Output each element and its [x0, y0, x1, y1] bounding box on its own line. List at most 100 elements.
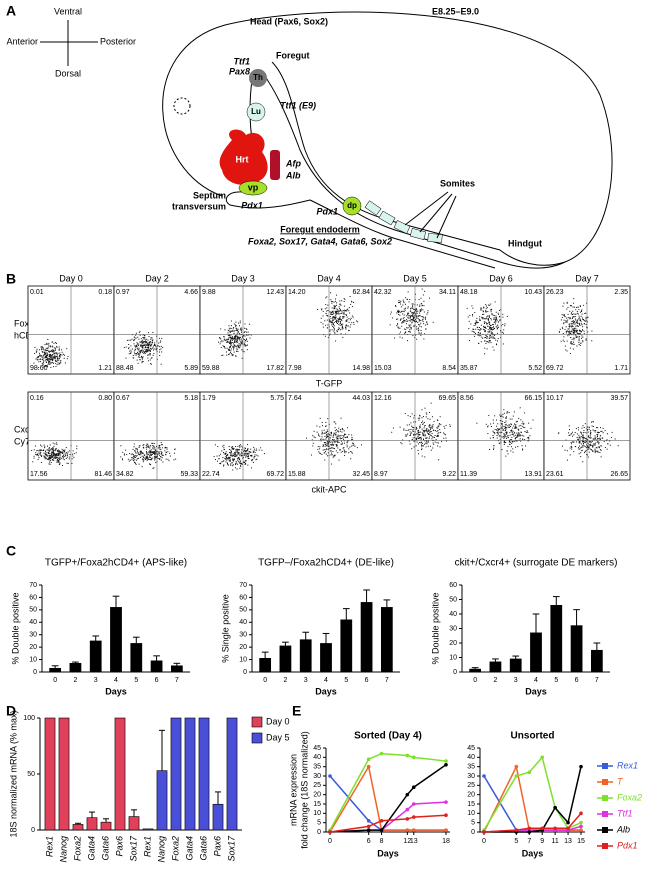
event-dot	[476, 317, 478, 319]
event-dot	[327, 430, 329, 432]
event-dot	[54, 357, 56, 359]
event-dot	[490, 331, 492, 333]
error-bar	[383, 599, 391, 608]
event-dot	[130, 453, 132, 455]
event-dot	[227, 454, 229, 456]
event-dot	[227, 353, 229, 355]
event-dot	[423, 338, 425, 340]
event-dot	[488, 316, 490, 318]
event-dot	[160, 456, 162, 458]
event-dot	[46, 342, 48, 344]
event-dot	[508, 425, 510, 427]
event-dot	[493, 449, 495, 451]
y-tick-label: 30	[313, 773, 321, 780]
event-dot	[236, 451, 238, 453]
event-dot	[133, 460, 135, 462]
event-dot	[154, 452, 156, 454]
event-dot	[230, 325, 232, 327]
event-dot	[430, 428, 432, 430]
event-dot	[52, 456, 54, 458]
event-dot	[151, 458, 153, 460]
event-dot	[51, 449, 53, 451]
event-dot	[431, 438, 433, 440]
event-dot	[339, 313, 341, 315]
event-dot	[241, 340, 243, 342]
event-dot	[341, 431, 343, 433]
series-point	[527, 770, 532, 775]
event-dot	[234, 341, 236, 343]
event-dot	[132, 448, 134, 450]
event-dot	[421, 442, 423, 444]
event-dot	[482, 318, 484, 320]
event-dot	[571, 447, 573, 449]
event-dot	[323, 452, 325, 454]
event-dot	[504, 325, 506, 327]
event-dot	[403, 314, 405, 316]
event-dot	[587, 436, 589, 438]
event-dot	[322, 433, 324, 435]
event-dot	[399, 314, 401, 316]
event-dot	[56, 358, 58, 360]
event-dot	[135, 334, 137, 336]
event-dot	[36, 359, 38, 361]
event-dot	[152, 331, 154, 333]
event-dot	[228, 457, 230, 459]
event-dot	[143, 343, 145, 345]
event-dot	[496, 432, 498, 434]
event-dot	[155, 348, 157, 350]
event-dot	[319, 448, 321, 450]
event-dot	[136, 451, 138, 453]
event-dot	[149, 350, 151, 352]
event-dot	[326, 429, 328, 431]
event-dot	[331, 432, 333, 434]
event-dot	[334, 317, 336, 319]
event-dot	[427, 310, 429, 312]
event-dot	[399, 311, 401, 313]
event-dot	[43, 449, 45, 451]
event-dot	[55, 455, 57, 457]
event-dot	[437, 434, 439, 436]
event-dot	[136, 459, 138, 461]
event-dot	[339, 316, 341, 318]
event-dot	[407, 433, 409, 435]
event-dot	[341, 310, 343, 312]
event-dot	[134, 462, 136, 464]
event-dot	[351, 322, 353, 324]
panel-label: A	[6, 3, 16, 19]
event-dot	[403, 322, 405, 324]
event-dot	[572, 310, 574, 312]
event-dot	[333, 317, 335, 319]
event-dot	[42, 347, 44, 349]
label: Foxa2, Sox17, Gata4, Gata6, Sox2	[248, 236, 392, 246]
event-dot	[607, 443, 609, 445]
event-dot	[493, 337, 495, 339]
event-dot	[564, 316, 566, 318]
event-dot	[155, 346, 157, 348]
event-dot	[420, 297, 422, 299]
event-dot	[145, 342, 147, 344]
event-dot	[582, 461, 584, 463]
event-dot	[324, 308, 326, 310]
event-dot	[579, 442, 581, 444]
event-dot	[153, 442, 155, 444]
event-dot	[336, 313, 338, 315]
event-dot	[487, 317, 489, 319]
legend-swatch	[251, 732, 263, 744]
error-bar	[51, 665, 59, 669]
event-dot	[414, 314, 416, 316]
event-dot	[407, 429, 409, 431]
event-dot	[425, 412, 427, 414]
event-dot	[141, 455, 143, 457]
event-dot	[347, 319, 349, 321]
event-dot	[515, 421, 517, 423]
bar	[279, 645, 292, 673]
event-dot	[496, 429, 498, 431]
event-dot	[320, 321, 322, 323]
event-dot	[44, 453, 46, 455]
event-dot	[584, 432, 586, 434]
label: Th	[253, 73, 263, 82]
event-dot	[349, 319, 351, 321]
event-dot	[147, 344, 149, 346]
event-dot	[492, 437, 494, 439]
event-dot	[58, 358, 60, 360]
